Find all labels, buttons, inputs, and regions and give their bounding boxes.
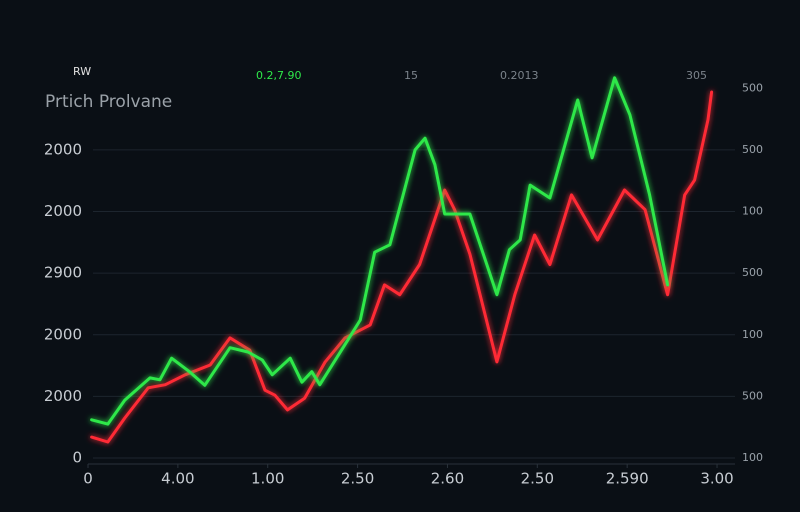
y2-tick-label: 500 bbox=[742, 81, 763, 94]
chart-title: Prtich Prolvane bbox=[45, 92, 172, 112]
y-tick-label: 2900 bbox=[44, 264, 82, 282]
x-tick-label: 3.00 bbox=[700, 470, 733, 488]
x-tick-label: 0 bbox=[83, 470, 93, 488]
y-tick-label: 2000 bbox=[44, 202, 82, 220]
y2-tick-label: 500 bbox=[742, 266, 763, 279]
legend-label: 0.2,7.90 bbox=[256, 69, 301, 82]
x-tick-label: 2.60 bbox=[431, 470, 464, 488]
legend: RW 0.2,7.90 bbox=[45, 65, 301, 82]
y-tick-label: 2000 bbox=[44, 387, 82, 405]
x-tick-label: 2.50 bbox=[521, 470, 554, 488]
y2-tick-label: 500 bbox=[742, 143, 763, 156]
annotation: 0.2013 bbox=[500, 69, 539, 82]
x-tick-label: 4.00 bbox=[161, 470, 194, 488]
annotation: 305 bbox=[686, 69, 707, 82]
y2-tick-label: 100 bbox=[742, 451, 763, 464]
annotation: 15 bbox=[404, 69, 418, 82]
series-line bbox=[90, 90, 714, 444]
x-tick-label: 2.590 bbox=[606, 470, 649, 488]
x-tick-label: 2.50 bbox=[341, 470, 374, 488]
y2-tick-label: 500 bbox=[742, 389, 763, 402]
legend-label: RW bbox=[73, 65, 91, 78]
y2-tick-label: 100 bbox=[742, 205, 763, 218]
y-tick-label: 2000 bbox=[44, 140, 82, 158]
y-tick-label: 2000 bbox=[44, 325, 82, 343]
series-line bbox=[90, 76, 670, 426]
x-tick-label: 1.00 bbox=[251, 470, 284, 488]
y2-tick-label: 100 bbox=[742, 328, 763, 341]
y-tick-label: 0 bbox=[72, 449, 82, 467]
